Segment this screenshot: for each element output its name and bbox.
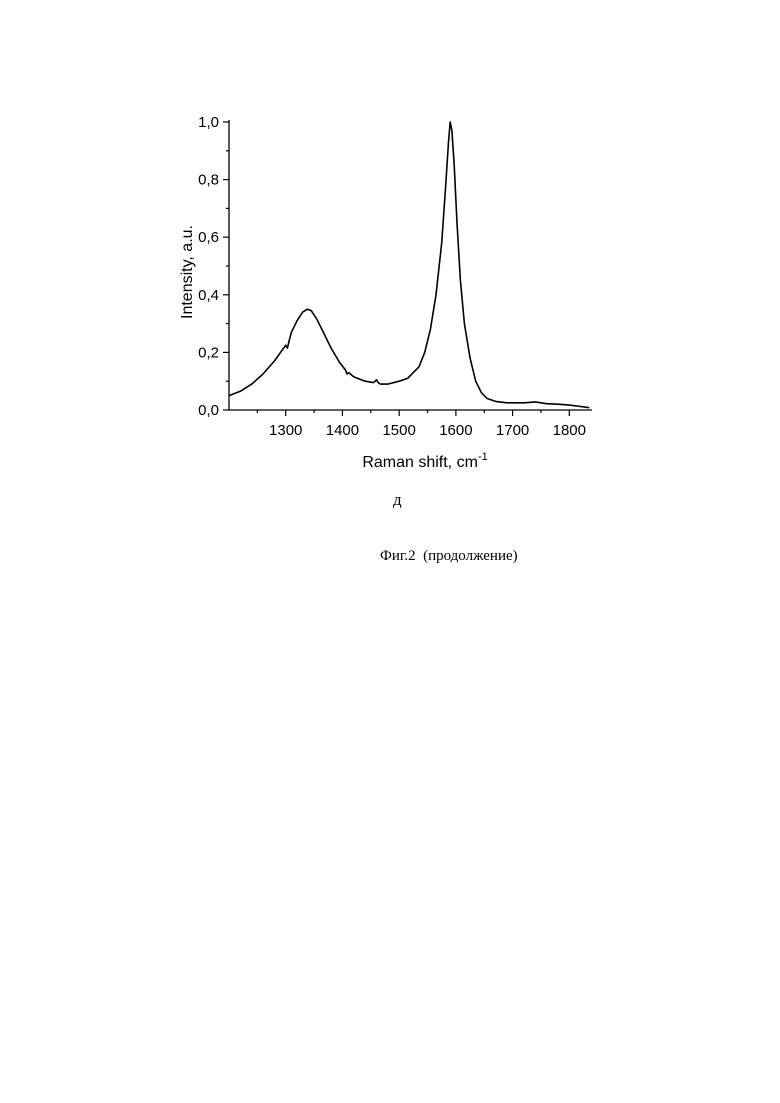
x-tick-label: 1700 <box>496 422 529 439</box>
x-tick-label: 1500 <box>382 422 415 439</box>
x-tick-label: 1300 <box>269 422 302 439</box>
panel-label: д <box>393 490 402 510</box>
figure-caption: Фиг.2 (продолжение) <box>380 548 518 565</box>
y-tick-label: 0,8 <box>198 172 219 189</box>
y-axis: 0,0 0,2 0,4 0,6 0,8 1,0 <box>198 114 229 419</box>
y-axis-title: Intensity, a.u. <box>179 225 196 319</box>
x-tick-label: 1800 <box>553 422 586 439</box>
spectrum-line <box>229 122 589 408</box>
x-axis-title-superscript: -1 <box>478 451 488 463</box>
x-tick-label: 1600 <box>439 422 472 439</box>
raman-chart: 0,00,20,40,60,81,0 130014001500160017001… <box>0 0 780 620</box>
x-tick-label: 1400 <box>326 422 359 439</box>
x-axis-title-text: Raman shift, cm <box>362 454 478 471</box>
y-tick-label: 0,2 <box>198 344 219 361</box>
y-tick-label: 1,0 <box>198 114 219 131</box>
x-axis: 1300 1400 1500 1600 1700 1800 <box>229 410 592 439</box>
y-tick-label: 0,4 <box>198 287 219 304</box>
x-axis-title: Raman shift, cm-1 <box>362 451 487 471</box>
plot-area <box>229 122 589 408</box>
y-tick-label: 0,0 <box>198 402 219 419</box>
y-tick-label: 0,6 <box>198 229 219 246</box>
